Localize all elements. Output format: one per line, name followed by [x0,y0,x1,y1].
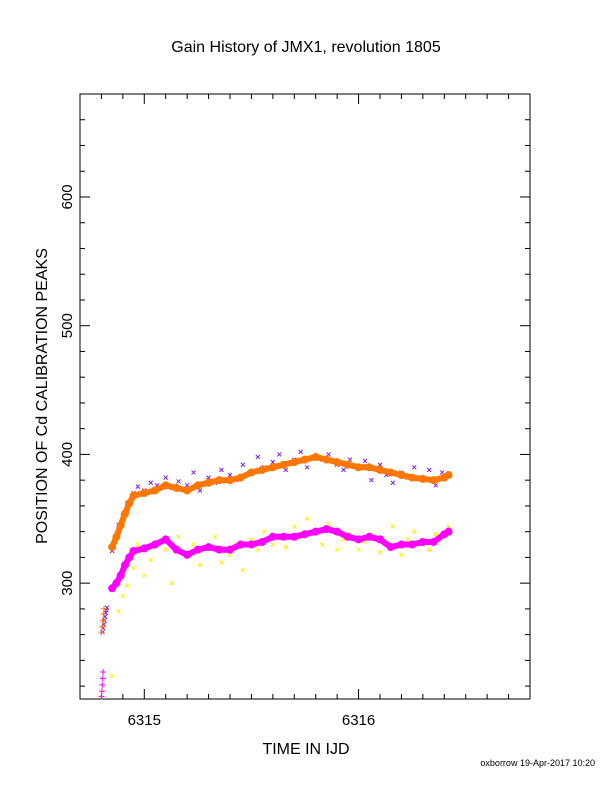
data-point [390,524,396,529]
footer-credit: oxborrow 19-Apr-2017 10:20 [480,758,595,768]
data-point [240,567,246,573]
data-point [298,449,304,455]
data-point [212,534,218,540]
data-point [100,668,107,675]
data-point [148,557,154,563]
data-point [283,544,289,550]
data-point [206,475,211,480]
data-point [411,529,417,535]
data-point [276,452,282,457]
data-point [135,542,141,547]
data-point [356,547,361,553]
data-point [405,537,411,542]
data-point [99,617,106,624]
y-tick-label: 600 [59,184,76,209]
data-point [377,549,383,555]
data-point [116,609,121,614]
data-point [304,464,310,470]
y-tick-label: 500 [59,313,76,338]
data-point [99,681,106,688]
data-point [399,552,404,558]
series-line [109,526,452,592]
y-tick-label: 300 [59,571,76,596]
data-point [426,547,432,553]
data-point [169,580,175,586]
plot-frame [79,93,531,700]
data-point [124,583,130,589]
data-point [270,542,276,547]
data-point [176,479,181,484]
data-point [191,470,196,475]
data-point [141,573,147,578]
data-point [99,623,106,630]
series-line [109,454,452,551]
data-point [148,480,154,486]
data-point [249,537,254,542]
axis-tick-labels: 6315 6316 300 400 500 600 [59,184,375,729]
x-tick-label: 6316 [342,712,375,729]
data-point [163,475,169,480]
x-axis-label: TIME IN IJD [262,741,349,758]
data-marks [98,449,453,700]
data-point [261,529,267,535]
data-point [446,524,451,529]
data-point [163,547,169,553]
data-point [291,524,297,529]
data-point [98,688,105,695]
y-tick-label: 400 [59,442,76,467]
data-point [100,611,107,618]
data-point [390,480,396,486]
data-point [341,467,346,473]
data-point [131,565,136,571]
data-point [176,534,181,540]
data-point [240,462,246,468]
data-point [109,673,115,679]
data-point [304,516,310,522]
data-point [426,467,432,473]
series-5 [98,605,107,636]
data-point [99,675,106,682]
series-4 [98,668,107,700]
series-2 [108,453,453,552]
data-point [227,552,233,558]
data-point [120,593,126,599]
data-point [219,560,224,565]
data-point [255,454,261,460]
data-point [377,462,383,468]
data-point [191,542,196,547]
axis-ticks [80,93,531,699]
data-point [98,693,105,700]
data-point [135,484,141,489]
data-point [197,562,203,568]
data-point [362,458,368,464]
data-point [319,542,325,547]
y-axis-label: POSITION OF Cd CALIBRATION PEAKS [34,248,51,544]
data-point [101,605,107,612]
series-3 [108,525,453,593]
data-point [227,472,233,478]
data-point [369,477,374,483]
data-point [270,459,276,465]
data-point [334,547,340,553]
data-point [98,629,105,636]
data-point [219,467,224,473]
data-point [255,547,261,553]
data-point [433,531,439,537]
chart-title: Gain History of JMX1, revolution 1805 [171,39,441,56]
x-tick-label: 6315 [128,712,161,729]
data-point [411,464,417,470]
